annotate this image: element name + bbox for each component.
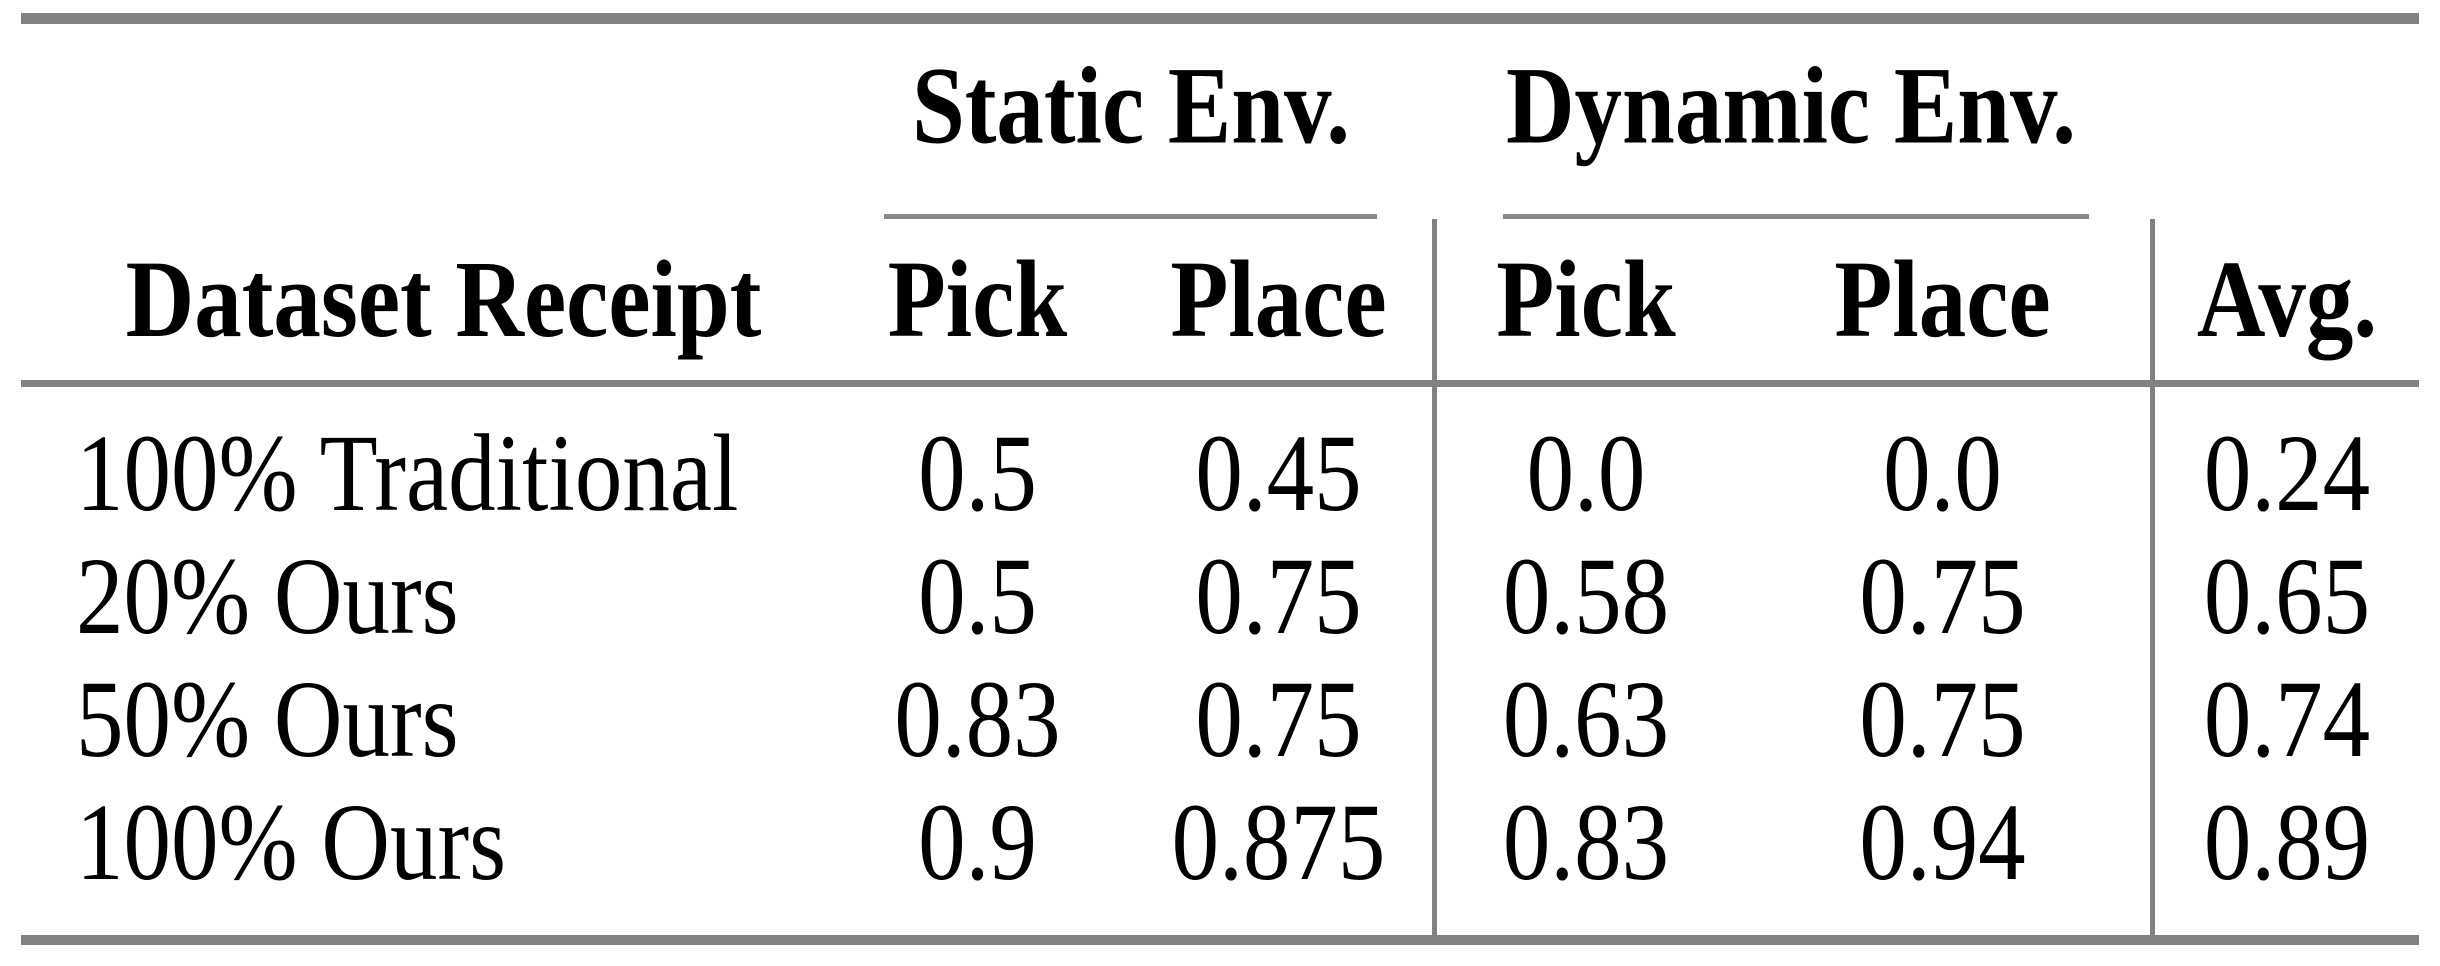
cell-dataset-label: 20% Ours [76, 534, 459, 658]
cell-dynamic-place: 0.75 [1859, 534, 2026, 658]
table-row: 50% Ours 0.83 0.75 0.63 0.75 0.74 [21, 657, 2419, 781]
group-label-static-env: Static Env. [911, 43, 1351, 167]
results-table: Static Env. Dynamic Env. Dataset Receipt… [21, 13, 2419, 945]
cell-dynamic-place: 0.0 [1883, 411, 2002, 535]
table-row: 20% Ours 0.5 0.75 0.58 0.75 0.65 [21, 534, 2419, 658]
cell-dataset-label: 100% Traditional [76, 411, 739, 535]
cell-static-place: 0.75 [1195, 534, 1362, 658]
cell-avg: 0.74 [2150, 657, 2419, 781]
cell-dataset-label: 100% Ours [76, 780, 507, 904]
col-header-static-place: Place [1125, 219, 1432, 387]
col-header-dynamic-place: Place [1735, 219, 2150, 387]
cell-dynamic-place: 0.94 [1859, 780, 2026, 904]
table-row: 100% Ours 0.9 0.875 0.83 0.94 0.89 [21, 781, 2419, 935]
group-header-spacer [2150, 24, 2419, 219]
col-header-avg: Avg. [2150, 219, 2419, 387]
cell-static-pick: 0.9 [918, 780, 1037, 904]
cell-static-place: 0.75 [1195, 657, 1362, 781]
group-header-dynamic-env: Dynamic Env. [1432, 24, 2150, 219]
group-header-static-env: Static Env. [830, 24, 1432, 219]
cell-static-place: 0.875 [1171, 780, 1386, 904]
cell-static-pick: 0.83 [894, 657, 1061, 781]
cell-dynamic-pick: 0.83 [1432, 781, 1735, 935]
column-header-row: Dataset Receipt Pick Place Pick Place Av… [21, 219, 2419, 387]
cell-dataset-label: 50% Ours [76, 657, 459, 781]
cell-static-pick: 0.5 [918, 411, 1037, 535]
cell-dynamic-pick: 0.63 [1432, 657, 1735, 781]
group-header-spacer [21, 24, 830, 219]
cell-dynamic-pick: 0.58 [1432, 534, 1735, 658]
cell-dynamic-pick: 0.0 [1432, 387, 1735, 535]
cell-avg: 0.65 [2150, 534, 2419, 658]
cell-avg: 0.24 [2150, 387, 2419, 535]
col-header-dynamic-pick: Pick [1432, 219, 1735, 387]
table-row: 100% Traditional 0.5 0.45 0.0 0.0 0.24 [21, 387, 2419, 535]
group-header-row: Static Env. Dynamic Env. [21, 24, 2419, 219]
cmidrule-dynamic [1503, 214, 2089, 219]
cell-static-pick: 0.5 [918, 534, 1037, 658]
cmidrule-static [884, 214, 1377, 219]
col-header-dataset-receipt: Dataset Receipt [21, 219, 830, 387]
group-label-dynamic-env: Dynamic Env. [1505, 43, 2077, 167]
cell-avg: 0.89 [2150, 781, 2419, 935]
col-header-static-pick: Pick [830, 219, 1125, 387]
cell-static-place: 0.45 [1195, 411, 1362, 535]
cell-dynamic-place: 0.75 [1859, 657, 2026, 781]
